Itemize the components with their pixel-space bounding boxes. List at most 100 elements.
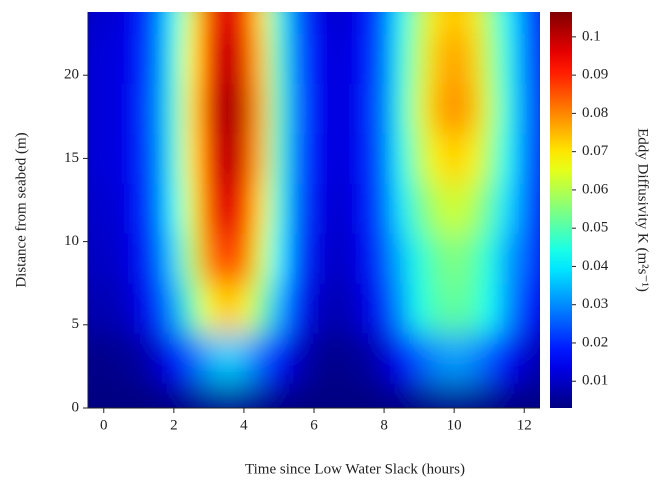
heat-cell [462, 133, 481, 184]
heat-cell [88, 183, 96, 234]
heat-cell [392, 233, 411, 284]
heat-cell [340, 133, 359, 184]
heat-cell [112, 283, 131, 334]
y-tick-label: 15 [64, 150, 79, 166]
heat-cell [88, 283, 96, 334]
heat-cell [305, 233, 324, 284]
heat-cell [200, 233, 219, 284]
heat-cell [375, 233, 394, 284]
heat-cell [252, 283, 271, 334]
heat-cell [147, 33, 166, 85]
heat-cell [462, 283, 481, 334]
heat-cell [88, 33, 96, 85]
heat-cell [427, 83, 446, 134]
x-tick-label: 4 [240, 417, 248, 433]
heat-cell [200, 33, 219, 85]
heat-cell [340, 12, 359, 35]
heat-cell [182, 233, 201, 284]
heat-cell [235, 12, 254, 35]
heat-cell [235, 83, 254, 134]
heat-cell [497, 333, 516, 384]
heat-cell [427, 283, 446, 334]
heat-cell [182, 33, 201, 85]
heat-cell [392, 133, 411, 184]
heat-cell [427, 233, 446, 284]
heat-cell [427, 383, 446, 408]
heat-cell [305, 383, 324, 408]
heat-cell [200, 183, 219, 234]
colorbar-tick-label: 0.04 [582, 258, 609, 274]
heat-cell [392, 183, 411, 234]
heat-cell [112, 233, 131, 284]
heat-cell [480, 183, 499, 234]
heat-cell [410, 12, 429, 35]
heat-cell [445, 183, 464, 234]
heat-cell [130, 233, 149, 284]
heat-cell [130, 33, 149, 85]
heat-cell [200, 383, 219, 408]
heat-cell [480, 233, 499, 284]
heat-cell [88, 12, 96, 35]
heat-cell [445, 383, 464, 408]
heat-cell [445, 33, 464, 85]
heat-cell [532, 183, 540, 234]
heat-cell [130, 383, 149, 408]
heat-cell [217, 183, 236, 234]
heat-cell [375, 133, 394, 184]
heat-cell [462, 383, 481, 408]
heat-cell [480, 12, 499, 35]
heat-cell [112, 83, 131, 134]
heat-cell [497, 383, 516, 408]
heat-cell [88, 83, 96, 134]
heat-cell [95, 33, 114, 85]
heat-cell [165, 33, 184, 85]
plot-area [88, 12, 540, 408]
x-tick-label: 0 [100, 417, 108, 433]
heat-cell [392, 283, 411, 334]
heat-cell [165, 183, 184, 234]
heat-cell [515, 83, 534, 134]
heat-cell [497, 33, 516, 85]
heat-cell [235, 133, 254, 184]
heat-cell [322, 183, 341, 234]
heat-cell [532, 383, 540, 408]
heat-cell [217, 233, 236, 284]
heat-cell [88, 233, 96, 284]
heat-cell [445, 133, 464, 184]
heat-cell [270, 383, 289, 408]
heat-cell [357, 283, 376, 334]
heat-cell [410, 383, 429, 408]
heat-cell [410, 133, 429, 184]
heat-cell [392, 33, 411, 85]
heat-cell [532, 33, 540, 85]
heat-cell [165, 333, 184, 384]
y-tick-label: 10 [64, 233, 79, 249]
heat-cell [322, 83, 341, 134]
heat-cell [270, 133, 289, 184]
heat-cell [375, 383, 394, 408]
heat-cell [515, 333, 534, 384]
heat-cell [410, 283, 429, 334]
heat-cell [252, 383, 271, 408]
colorbar-tick-label: 0.06 [582, 181, 609, 197]
heat-cell [88, 133, 96, 184]
heat-cell [95, 12, 114, 35]
heat-cell [322, 333, 341, 384]
heat-cell [147, 233, 166, 284]
heat-cell [410, 33, 429, 85]
heat-cell [480, 133, 499, 184]
heat-cell [252, 133, 271, 184]
heat-cell [462, 33, 481, 85]
heat-cell [340, 83, 359, 134]
heat-cell [480, 333, 499, 384]
x-tick-label: 6 [310, 417, 318, 433]
heat-cell [305, 12, 324, 35]
heat-cell [515, 183, 534, 234]
heat-cell [200, 83, 219, 134]
heat-cell [480, 383, 499, 408]
heat-cell [130, 12, 149, 35]
heat-cell [147, 383, 166, 408]
heat-cell [182, 333, 201, 384]
heat-cell [532, 283, 540, 334]
